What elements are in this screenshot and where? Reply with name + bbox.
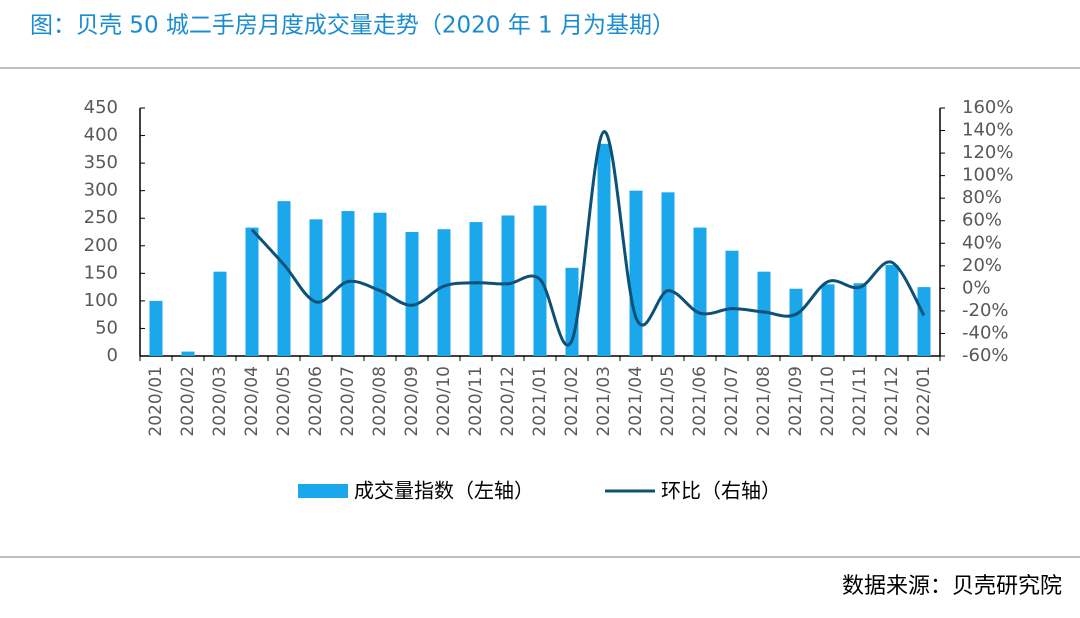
bar [213, 271, 227, 356]
bar [373, 212, 387, 356]
y2-tick-label: 40% [962, 232, 1002, 253]
bar [821, 284, 835, 356]
bar [693, 227, 707, 356]
x-tick-label: 2021/05 [658, 366, 678, 437]
bar [245, 227, 259, 356]
y2-tick-label: 160% [962, 97, 1013, 118]
bar [629, 190, 643, 356]
y-tick-label: 300 [84, 180, 118, 201]
x-tick-label: 2020/09 [402, 366, 422, 437]
y2-tick-label: 120% [962, 142, 1013, 163]
legend-swatch [298, 484, 348, 498]
x-tick-label: 2021/10 [818, 366, 838, 437]
bar [437, 229, 451, 356]
bar [885, 265, 899, 356]
bar [757, 271, 771, 356]
x-tick-label: 2020/10 [434, 366, 454, 437]
line [250, 130, 926, 347]
x-tick-label: 2021/01 [530, 366, 550, 437]
y2-tick-label: -20% [962, 300, 1009, 321]
x-tick-label: 2020/02 [178, 366, 198, 437]
x-tick-label: 2020/03 [210, 366, 230, 437]
x-tick-label: 2020/04 [242, 366, 262, 437]
bar [661, 192, 675, 356]
bar [309, 219, 323, 356]
x-tick-label: 2021/11 [850, 366, 870, 437]
bar [597, 143, 611, 356]
y2-tick-label: -40% [962, 322, 1009, 343]
y-tick-label: 0 [107, 345, 118, 366]
bar [469, 222, 483, 356]
x-tick-label: 2020/06 [306, 366, 326, 437]
y2-tick-label: 0% [962, 277, 991, 298]
y-tick-label: 450 [84, 97, 118, 118]
x-tick-label: 2021/07 [722, 366, 742, 437]
bar [277, 201, 291, 356]
y2-tick-label: 140% [962, 120, 1013, 141]
chart-title: 图：贝壳 50 城二手房月度成交量走势（2020 年 1 月为基期） [30, 13, 675, 39]
x-tick-label: 2020/01 [146, 366, 166, 437]
y-tick-label: 150 [84, 262, 118, 283]
x-tick-label: 2021/12 [882, 366, 902, 437]
x-tick-label: 2020/05 [274, 366, 294, 437]
bar [725, 250, 739, 356]
x-tick-label: 2020/08 [370, 366, 390, 437]
y2-tick-label: -60% [962, 345, 1009, 366]
x-tick-label: 2020/11 [466, 366, 486, 437]
x-tick-label: 2021/08 [754, 366, 774, 437]
y-tick-label: 350 [84, 152, 118, 173]
x-tick-label: 2021/03 [594, 366, 614, 437]
y-tick-label: 400 [84, 125, 118, 146]
source-note: 数据来源：贝壳研究院 [842, 574, 1062, 599]
x-tick-label: 2021/04 [626, 366, 646, 437]
y2-tick-label: 100% [962, 165, 1013, 186]
y-tick-label: 200 [84, 235, 118, 256]
bar [853, 283, 867, 356]
bar [789, 288, 803, 356]
x-tick-label: 2021/06 [690, 366, 710, 437]
bar [405, 232, 419, 356]
y2-tick-label: 60% [962, 210, 1002, 231]
x-tick-label: 2020/07 [338, 366, 358, 437]
bar [149, 300, 163, 356]
legend-label: 成交量指数（左轴） [354, 479, 534, 503]
bar [917, 287, 931, 356]
y2-tick-label: 80% [962, 187, 1002, 208]
y-tick-label: 100 [84, 290, 118, 311]
y2-tick-label: 20% [962, 255, 1002, 276]
x-tick-label: 2020/12 [498, 366, 518, 437]
y-tick-label: 50 [95, 317, 118, 338]
bar [181, 351, 195, 356]
bar [341, 211, 355, 356]
bar [501, 215, 515, 356]
x-tick-label: 2021/09 [786, 366, 806, 437]
x-tick-label: 2022/01 [914, 366, 934, 437]
x-tick-label: 2021/02 [562, 366, 582, 437]
y-tick-label: 250 [84, 207, 118, 228]
legend-label: 环比（右轴） [661, 479, 781, 503]
